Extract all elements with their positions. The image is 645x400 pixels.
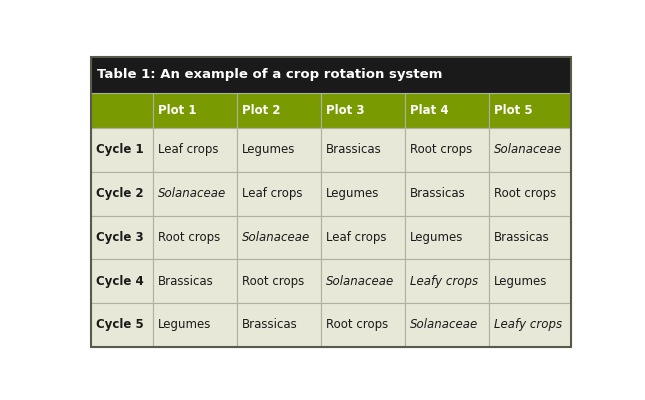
Bar [237, 172, 321, 216]
Text: Plat 4: Plat 4 [410, 104, 448, 117]
Bar [489, 172, 570, 216]
Bar [321, 259, 405, 303]
Bar [153, 303, 237, 347]
Bar [489, 259, 570, 303]
Bar [489, 128, 570, 172]
Bar [321, 216, 405, 259]
Text: Brassicas: Brassicas [326, 144, 382, 156]
Bar [321, 128, 405, 172]
Bar [405, 172, 489, 216]
Text: Leafy crops: Leafy crops [410, 275, 478, 288]
Text: Legumes: Legumes [494, 275, 548, 288]
Text: Root crops: Root crops [242, 275, 304, 288]
Bar [237, 216, 321, 259]
Text: Leaf crops: Leaf crops [242, 187, 303, 200]
Text: Leafy crops: Leafy crops [494, 318, 562, 331]
Bar [90, 216, 153, 259]
Bar [405, 216, 489, 259]
Bar [321, 303, 405, 347]
Text: Root crops: Root crops [410, 144, 472, 156]
Text: Root crops: Root crops [326, 318, 388, 331]
Bar [405, 259, 489, 303]
Bar [90, 93, 153, 128]
Bar [237, 303, 321, 347]
Text: Leaf crops: Leaf crops [326, 231, 386, 244]
Bar [153, 172, 237, 216]
Text: Plot 1: Plot 1 [158, 104, 197, 117]
Text: Root crops: Root crops [494, 187, 556, 200]
Bar [90, 172, 153, 216]
Text: Plot 3: Plot 3 [326, 104, 364, 117]
Text: Cycle 5: Cycle 5 [95, 318, 143, 331]
Bar [489, 303, 570, 347]
Bar [489, 93, 570, 128]
Bar [405, 303, 489, 347]
Bar [321, 93, 405, 128]
Bar [153, 128, 237, 172]
Bar [321, 172, 405, 216]
Text: Solanaceae: Solanaceae [242, 231, 310, 244]
Text: Solanaceae: Solanaceae [410, 318, 478, 331]
Text: Cycle 4: Cycle 4 [95, 275, 143, 288]
Text: Table 1: An example of a crop rotation system: Table 1: An example of a crop rotation s… [97, 68, 442, 82]
Text: Solanaceae: Solanaceae [158, 187, 226, 200]
Text: Brassicas: Brassicas [494, 231, 550, 244]
Text: Legumes: Legumes [326, 187, 379, 200]
Bar [153, 216, 237, 259]
Text: Cycle 3: Cycle 3 [95, 231, 143, 244]
Bar [237, 259, 321, 303]
Bar [90, 259, 153, 303]
Text: Legumes: Legumes [410, 231, 463, 244]
Bar [153, 93, 237, 128]
Text: Cycle 1: Cycle 1 [95, 144, 143, 156]
Bar [489, 216, 570, 259]
Text: Solanaceae: Solanaceae [494, 144, 562, 156]
Text: Plot 2: Plot 2 [242, 104, 281, 117]
Text: Legumes: Legumes [242, 144, 295, 156]
Bar [90, 128, 153, 172]
Text: Brassicas: Brassicas [410, 187, 466, 200]
Text: Leaf crops: Leaf crops [158, 144, 219, 156]
Bar [90, 57, 571, 93]
Bar [153, 259, 237, 303]
Text: Cycle 2: Cycle 2 [95, 187, 143, 200]
Bar [405, 93, 489, 128]
Bar [237, 128, 321, 172]
Text: Brassicas: Brassicas [242, 318, 298, 331]
Text: Plot 5: Plot 5 [494, 104, 533, 117]
Bar [90, 303, 153, 347]
Text: Brassicas: Brassicas [158, 275, 213, 288]
Bar [237, 93, 321, 128]
Text: Solanaceae: Solanaceae [326, 275, 394, 288]
Text: Root crops: Root crops [158, 231, 220, 244]
Bar [405, 128, 489, 172]
Text: Legumes: Legumes [158, 318, 212, 331]
